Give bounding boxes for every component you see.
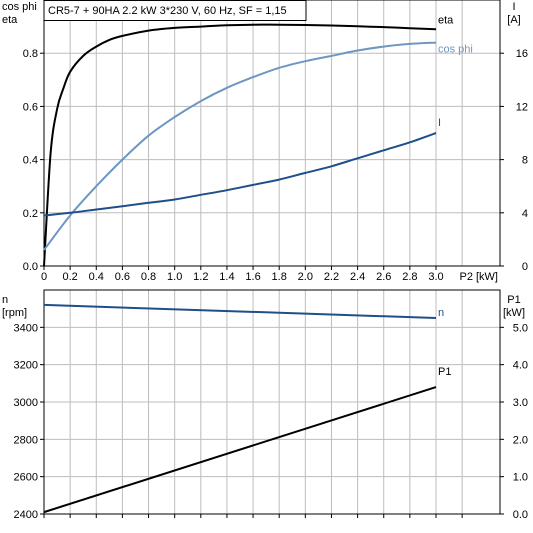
- series-line-i: [43, 132, 437, 217]
- x-tick-label: 1.8: [272, 271, 287, 283]
- title-box: [43, 0, 307, 21]
- y-left-axis-unit: eta: [2, 14, 18, 26]
- x-tick-label: 1.2: [193, 271, 208, 283]
- y-left-axis-label: n: [2, 294, 8, 306]
- y-left-tick-label: 2800: [14, 434, 38, 446]
- y-left-tick-label: 3200: [14, 360, 38, 372]
- y-left-tick-label: 3400: [14, 322, 38, 334]
- y-right-tick-label: 2.0: [513, 434, 528, 446]
- x-axis-label: P2 [kW]: [459, 271, 498, 283]
- y-right-axis-unit: [kW]: [503, 307, 525, 319]
- x-tick-label: 0.4: [89, 271, 104, 283]
- y-left-tick-label: 2600: [14, 472, 38, 484]
- y-right-axis-unit: [A]: [507, 14, 520, 26]
- x-tick-label: 1.4: [219, 271, 234, 283]
- x-tick-label: 2.8: [402, 271, 417, 283]
- y-right-tick-label: 0.0: [513, 509, 528, 521]
- x-tick-label: 0: [41, 271, 47, 283]
- plot-frame: [43, 0, 501, 267]
- series-label-cos-phi: cos phi: [438, 44, 473, 56]
- x-tick-label: 0.6: [115, 271, 130, 283]
- x-tick-label: 2.6: [376, 271, 391, 283]
- series-label-i: I: [438, 117, 441, 129]
- chart-title: CR5-7 + 90HA 2.2 kW 3*230 V, 60 Hz, SF =…: [48, 5, 287, 17]
- y-right-tick-label: 4: [522, 208, 528, 220]
- x-tick-label: 2.4: [350, 271, 365, 283]
- x-tick-label: 1.6: [245, 271, 260, 283]
- y-right-tick-label: 5.0: [513, 322, 528, 334]
- series-label-p1: P1: [438, 366, 451, 378]
- series-line-eta: [43, 23, 437, 267]
- y-right-tick-label: 4.0: [513, 360, 528, 372]
- y-left-tick-label: 0.8: [23, 48, 38, 60]
- y-left-tick-label: 0.6: [23, 101, 38, 113]
- y-right-tick-label: 12: [516, 101, 528, 113]
- y-left-axis-unit: [rpm]: [2, 307, 27, 319]
- y-right-tick-label: 16: [516, 48, 528, 60]
- y-left-tick-label: 3000: [14, 397, 38, 409]
- x-tick-label: 2.2: [324, 271, 339, 283]
- x-tick-label: 0.8: [141, 271, 156, 283]
- y-right-axis-label: P1: [507, 294, 520, 306]
- x-tick-label: 1.0: [167, 271, 182, 283]
- y-left-tick-label: 0.0: [23, 261, 38, 273]
- y-right-tick-label: 1.0: [513, 472, 528, 484]
- y-left-tick-label: 0.2: [23, 208, 38, 220]
- y-left-tick-label: 0.4: [23, 155, 38, 167]
- series-label-n: n: [438, 307, 444, 319]
- y-right-tick-label: 0: [522, 261, 528, 273]
- y-right-tick-label: 8: [522, 155, 528, 167]
- x-tick-label: 3.0: [428, 271, 443, 283]
- series-line-n: [43, 303, 437, 319]
- x-tick-label: 0.2: [62, 271, 77, 283]
- y-right-axis-label: I: [512, 1, 515, 13]
- series-label-eta: eta: [438, 14, 454, 26]
- x-tick-label: 2.0: [298, 271, 313, 283]
- series-line-p1: [43, 386, 437, 514]
- y-left-tick-label: 2400: [14, 509, 38, 521]
- y-left-axis-label: cos phi: [2, 1, 37, 13]
- y-right-tick-label: 3.0: [513, 397, 528, 409]
- series-line-cos-phi: [43, 41, 437, 251]
